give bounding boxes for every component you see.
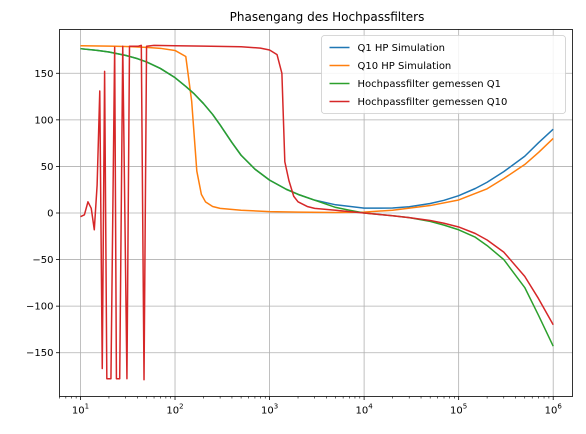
y-tick-label: −150 [26, 348, 53, 359]
y-tick-label: 0 [47, 209, 53, 220]
y-tick-label: 50 [41, 162, 54, 173]
legend-label: Hochpassfilter gemessen Q10 [358, 97, 508, 108]
y-tick-label: 100 [34, 115, 53, 126]
chart-title: Phasengang des Hochpassfilters [230, 10, 425, 24]
series-line-3 [80, 47, 554, 347]
legend-label: Q1 HP Simulation [358, 43, 445, 54]
series-line-2 [80, 45, 554, 214]
series-line-4 [80, 44, 554, 381]
x-tick-label: 101 [72, 403, 89, 417]
x-axis-ticks: 101 102 103 104 105 106 [59, 396, 563, 417]
legend: Q1 HP Simulation Q10 HP Simulation Hochpas… [321, 35, 566, 114]
y-tick-label: −100 [26, 302, 53, 313]
y-axis-ticks: 150 100 50 0 −50 −100 −150 [26, 69, 60, 359]
y-tick-label: −50 [32, 255, 53, 266]
series-lines [80, 44, 554, 381]
x-tick-label: 103 [261, 403, 278, 417]
x-tick-label: 106 [545, 403, 563, 417]
legend-label: Hochpassfilter gemessen Q1 [358, 79, 502, 90]
x-tick-label: 104 [356, 403, 374, 417]
x-tick-label: 105 [450, 403, 467, 417]
y-tick-label: 150 [34, 69, 53, 80]
legend-box [321, 35, 566, 114]
x-tick-label: 102 [166, 403, 183, 417]
legend-label: Q10 HP Simulation [358, 61, 452, 72]
